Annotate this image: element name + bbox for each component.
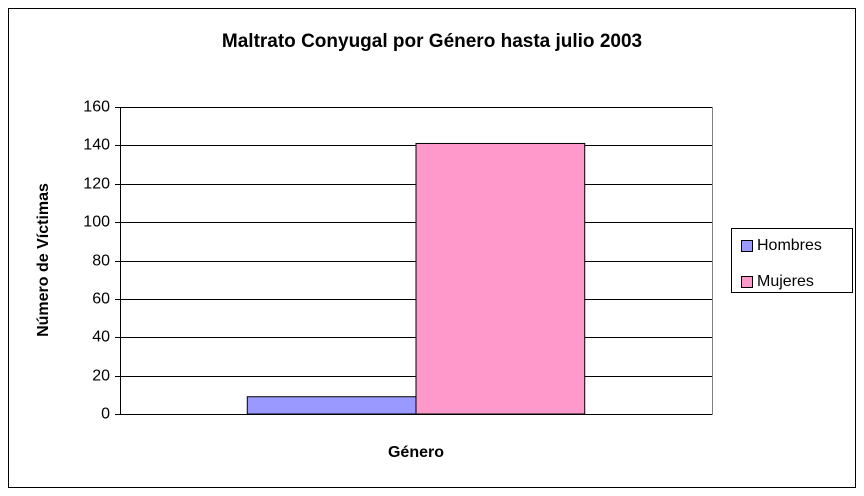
y-tick-label: 160	[83, 99, 110, 116]
bar	[246, 396, 417, 415]
legend-swatch	[741, 276, 753, 288]
chart-title: Maltrato Conyugal por Género hasta julio…	[222, 31, 642, 52]
y-tick-label: 80	[92, 253, 110, 270]
y-tick-label: 60	[92, 291, 110, 308]
x-axis-label: Género	[388, 444, 444, 461]
y-tick-label: 20	[92, 368, 110, 385]
bar	[415, 142, 586, 415]
legend-label: Hombres	[757, 237, 822, 254]
legend-label: Mujeres	[757, 273, 814, 290]
y-tick-label: 100	[83, 214, 110, 231]
y-tick-label: 120	[83, 176, 110, 193]
legend-swatch	[741, 240, 753, 252]
y-tick-label: 140	[83, 137, 110, 154]
y-tick-label: 0	[101, 406, 110, 423]
y-axis-label: Número de Víctimas	[35, 183, 52, 337]
y-tick-label: 40	[92, 329, 110, 346]
